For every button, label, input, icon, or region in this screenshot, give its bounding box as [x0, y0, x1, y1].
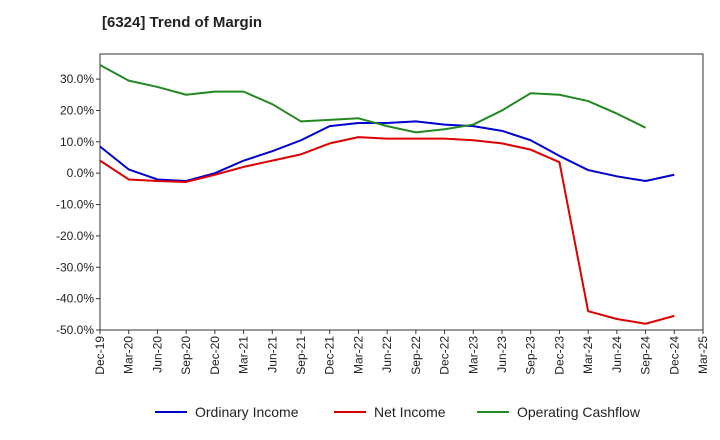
x-tick-label: Sep-21	[294, 336, 308, 375]
legend-item: Ordinary Income	[155, 404, 298, 420]
x-tick-label: Jun-20	[150, 336, 164, 373]
chart-legend: Ordinary Income Net Income Operating Cashf…	[0, 404, 720, 426]
x-tick-label: Mar-22	[351, 336, 365, 374]
x-tick-label: Sep-23	[524, 336, 538, 375]
x-tick-label: Jun-24	[610, 336, 624, 373]
x-tick-label: Dec-19	[93, 336, 107, 375]
x-tick-label: Sep-24	[639, 336, 653, 375]
series-line-ordinary-income	[99, 120, 675, 183]
y-tick-label: 20.0%	[60, 103, 94, 117]
y-tick-label: -40.0%	[56, 292, 94, 306]
y-tick-label: -50.0%	[56, 323, 94, 337]
y-tick-label: 30.0%	[60, 72, 94, 86]
x-tick-label: Sep-20	[179, 336, 193, 375]
y-tick-label: -30.0%	[56, 260, 94, 274]
x-tick-label: Mar-20	[122, 336, 136, 374]
legend-swatch	[477, 411, 509, 413]
x-tick-label: Mar-23	[466, 336, 480, 374]
y-tick-label: 10.0%	[60, 135, 94, 149]
series-layer	[99, 64, 675, 325]
x-tick-label: Dec-23	[552, 336, 566, 375]
y-tick-label: -10.0%	[56, 198, 94, 212]
x-tick-label: Dec-21	[323, 336, 337, 375]
x-tick-label: Dec-22	[438, 336, 452, 375]
series-line-net-income	[99, 136, 675, 325]
x-tick-label: Jun-21	[265, 336, 279, 373]
series-line-operating-cashflow	[99, 64, 647, 134]
legend-label: Operating Cashflow	[517, 404, 640, 420]
x-tick-label: Mar-24	[581, 336, 595, 374]
y-tick-label: -20.0%	[56, 229, 94, 243]
label-layer: 30.0% 20.0% 10.0% 0.0% -10.0% -20.0% -30.0% -40…	[56, 72, 710, 375]
x-tick-label: Jun-22	[380, 336, 394, 373]
x-tick-label: Mar-25	[696, 336, 710, 374]
x-tick-label: Mar-21	[237, 336, 251, 374]
legend-label: Net Income	[374, 404, 446, 420]
legend-swatch	[155, 411, 187, 413]
x-tick-label: Jun-23	[495, 336, 509, 373]
legend-swatch	[334, 411, 366, 413]
x-tick-label: Sep-22	[409, 336, 423, 375]
axis-layer	[96, 53, 704, 334]
legend-label: Ordinary Income	[195, 404, 299, 420]
x-tick-label: Dec-20	[208, 336, 222, 375]
chart-title: [6324] Trend of Margin	[102, 14, 263, 31]
legend-item: Operating Cashflow	[477, 404, 640, 420]
plot-area	[99, 53, 704, 331]
legend-item: Net Income	[334, 404, 446, 420]
x-tick-label: Dec-24	[667, 336, 681, 375]
y-tick-label: 0.0%	[67, 166, 95, 180]
